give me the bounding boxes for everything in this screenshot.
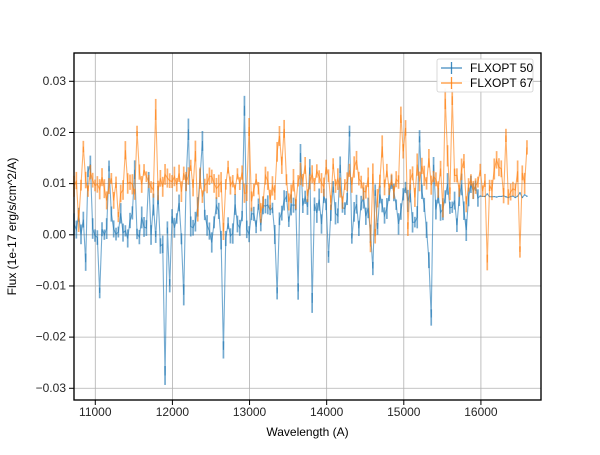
svg-text:FLXOPT 50: FLXOPT 50 xyxy=(470,61,533,75)
svg-text:14000: 14000 xyxy=(310,405,344,419)
svg-text:−0.02: −0.02 xyxy=(36,330,67,344)
svg-text:13000: 13000 xyxy=(233,405,267,419)
svg-text:16000: 16000 xyxy=(464,405,498,419)
svg-text:0.01: 0.01 xyxy=(43,176,67,190)
svg-text:−0.01: −0.01 xyxy=(36,278,67,292)
svg-text:12000: 12000 xyxy=(156,405,190,419)
svg-text:11000: 11000 xyxy=(79,405,112,419)
svg-text:Flux (1e-17 erg/s/cm^2/A): Flux (1e-17 erg/s/cm^2/A) xyxy=(5,158,19,296)
svg-text:Wavelength (A): Wavelength (A) xyxy=(266,425,348,439)
svg-text:FLXOPT 67: FLXOPT 67 xyxy=(470,76,533,90)
svg-text:−0.03: −0.03 xyxy=(36,381,67,395)
svg-text:0.02: 0.02 xyxy=(43,125,67,139)
svg-text:0.00: 0.00 xyxy=(43,227,67,241)
svg-text:15000: 15000 xyxy=(387,405,421,419)
svg-text:0.03: 0.03 xyxy=(43,74,67,88)
